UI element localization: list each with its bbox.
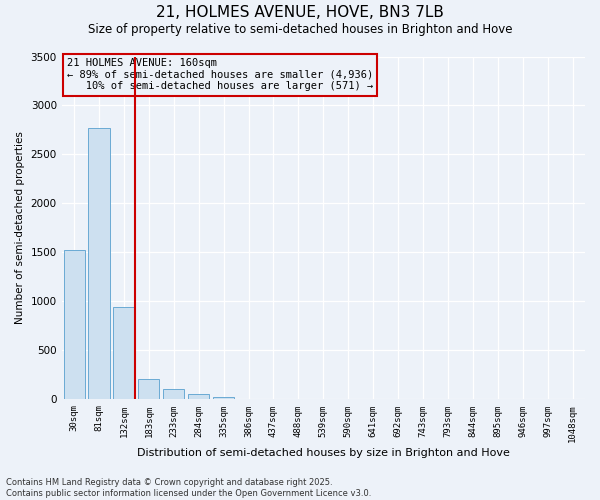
Text: Contains HM Land Registry data © Crown copyright and database right 2025.
Contai: Contains HM Land Registry data © Crown c… bbox=[6, 478, 371, 498]
Bar bbox=[138, 379, 160, 400]
Bar bbox=[64, 250, 85, 400]
X-axis label: Distribution of semi-detached houses by size in Brighton and Hove: Distribution of semi-detached houses by … bbox=[137, 448, 510, 458]
Bar bbox=[113, 308, 134, 400]
Bar bbox=[163, 388, 184, 400]
Bar bbox=[213, 398, 234, 400]
Bar bbox=[188, 394, 209, 400]
Text: Size of property relative to semi-detached houses in Brighton and Hove: Size of property relative to semi-detach… bbox=[88, 22, 512, 36]
Y-axis label: Number of semi-detached properties: Number of semi-detached properties bbox=[15, 132, 25, 324]
Text: 21, HOLMES AVENUE, HOVE, BN3 7LB: 21, HOLMES AVENUE, HOVE, BN3 7LB bbox=[156, 5, 444, 20]
Text: 21 HOLMES AVENUE: 160sqm
← 89% of semi-detached houses are smaller (4,936)
   10: 21 HOLMES AVENUE: 160sqm ← 89% of semi-d… bbox=[67, 58, 373, 92]
Bar bbox=[88, 128, 110, 400]
